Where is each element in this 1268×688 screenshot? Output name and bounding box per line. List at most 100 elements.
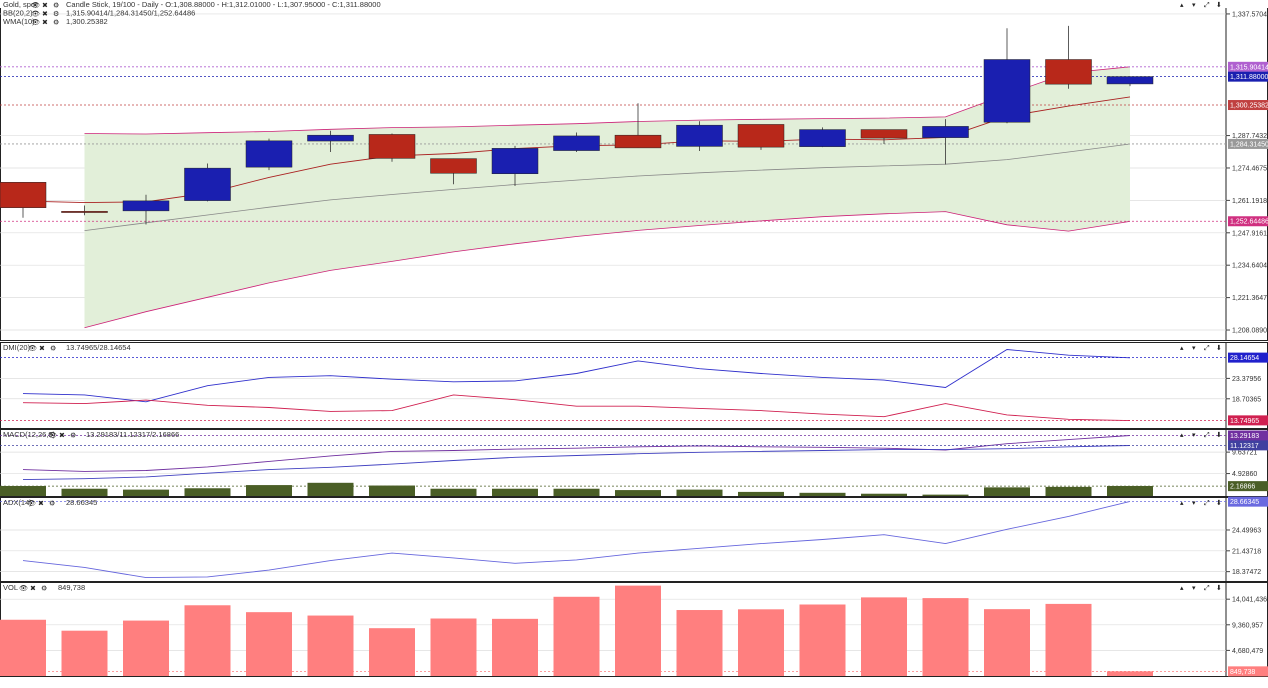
macd-histogram-bar xyxy=(184,488,231,496)
gear-icon[interactable]: ⚙ xyxy=(53,19,59,27)
close-icon[interactable]: ✖ xyxy=(38,500,44,508)
chart-labels: Gold, spot👁 ✖ ⚙ Candle Stick, 19/100 - Dail… xyxy=(3,0,1222,593)
wma-label: WMA(10) xyxy=(3,17,35,26)
macd-histogram-bar xyxy=(615,490,661,496)
macd-line xyxy=(22,435,1131,472)
header-bar xyxy=(0,0,1268,8)
collapse-down-icon[interactable]: ▾ xyxy=(1192,431,1196,439)
macd-histogram-bar xyxy=(307,482,354,496)
price-info: Candle Stick, 19/100 - Daily - O:1,308.8… xyxy=(66,0,381,9)
volume-bar xyxy=(861,597,907,676)
eye-icon[interactable]: 👁 xyxy=(28,345,37,353)
volume-bar xyxy=(799,604,846,676)
collapse-down-icon[interactable]: ▾ xyxy=(1192,499,1196,507)
macd-value-tag xyxy=(1228,440,1268,451)
pane-frame-3 xyxy=(0,497,1268,582)
gear-icon[interactable]: ⚙ xyxy=(53,2,59,10)
candle-bear xyxy=(0,182,47,208)
candle-bull xyxy=(1106,76,1154,85)
expand-icon[interactable]: ⤢ xyxy=(1204,584,1210,592)
macd-value-tag-label: 11.12317 xyxy=(1230,443,1259,450)
bb-middle-line xyxy=(84,143,1131,231)
wma-value: 1,300.25382 xyxy=(66,17,108,26)
volume-tick-label: 4,680,479 xyxy=(1232,648,1263,655)
dmi-plus-line xyxy=(22,349,1131,403)
macd-histogram-bar xyxy=(369,485,415,496)
candle-bull xyxy=(983,59,1031,123)
gear-icon[interactable]: ⚙ xyxy=(50,345,56,353)
expand-icon[interactable]: ⤢ xyxy=(1204,499,1210,507)
price-tick-label: 1,337.57040 xyxy=(1232,11,1268,18)
expand-icon[interactable]: ⤢ xyxy=(1204,1,1210,9)
adx-value-tag-label: 28.66345 xyxy=(1230,499,1259,506)
collapse-up-icon[interactable]: ▴ xyxy=(1180,1,1184,9)
adx-tick-label: 24.49963 xyxy=(1232,527,1261,534)
macd-histogram-bar xyxy=(123,489,169,496)
collapse-down-icon[interactable]: ▾ xyxy=(1192,1,1196,9)
close-icon[interactable]: ✖ xyxy=(42,10,48,18)
volume-bar xyxy=(738,609,784,676)
close-icon[interactable]: ✖ xyxy=(59,432,65,440)
close-icon[interactable]: ✖ xyxy=(39,345,45,353)
collapse-down-icon[interactable]: ▾ xyxy=(1192,584,1196,592)
price-value-tag-label: 1,311.88000 xyxy=(1230,74,1268,81)
volume-bar xyxy=(369,628,415,676)
macd-histogram-bar xyxy=(553,488,600,496)
eye-icon[interactable]: 👁 xyxy=(31,19,40,27)
eye-icon[interactable]: 👁 xyxy=(19,585,28,593)
close-icon[interactable]: ✖ xyxy=(42,2,48,10)
bb-label: BB(20,2) xyxy=(3,9,33,18)
price-tick-label: 1,274.46750 xyxy=(1232,165,1268,172)
candle-bull xyxy=(122,200,170,212)
eye-icon[interactable]: 👁 xyxy=(27,500,36,508)
eye-icon[interactable]: 👁 xyxy=(31,2,40,10)
gear-icon[interactable]: ⚙ xyxy=(70,432,76,440)
dmi-value-tag xyxy=(1228,415,1268,426)
volume-bar xyxy=(553,596,600,676)
collapse-up-icon[interactable]: ▴ xyxy=(1180,431,1184,439)
expand-icon[interactable]: ⤢ xyxy=(1204,431,1210,439)
dmi-value-tag-label: 13.74965 xyxy=(1230,418,1259,425)
volume-bar xyxy=(984,609,1030,676)
macd-values: 13.29183/11.12317/2.16866 xyxy=(86,430,179,439)
candle-bull xyxy=(491,148,539,175)
close-icon[interactable]: ✖ xyxy=(42,19,48,27)
gear-icon[interactable]: ⚙ xyxy=(49,500,55,508)
gear-icon[interactable]: ⚙ xyxy=(53,10,59,18)
collapse-up-icon[interactable]: ▴ xyxy=(1180,344,1184,352)
candle-bear xyxy=(860,129,908,139)
collapse-up-icon[interactable]: ▴ xyxy=(1180,584,1184,592)
eye-icon[interactable]: 👁 xyxy=(31,10,40,18)
settings-icon[interactable]: ⬇ xyxy=(1216,1,1222,9)
macd-histogram-bar xyxy=(430,488,477,496)
volume-bar xyxy=(307,615,354,676)
adx-value-tag xyxy=(1228,496,1268,507)
eye-icon[interactable]: 👁 xyxy=(48,432,57,440)
collapse-up-icon[interactable]: ▴ xyxy=(1180,499,1184,507)
settings-icon[interactable]: ⬇ xyxy=(1216,431,1222,439)
candle-bear xyxy=(61,211,108,213)
price-value-tag-label: 1,252.64486 xyxy=(1230,219,1268,226)
candle-bull xyxy=(799,129,846,147)
candle-bull xyxy=(307,134,354,142)
close-icon[interactable]: ✖ xyxy=(30,585,36,593)
volume-bar xyxy=(922,598,969,676)
collapse-down-icon[interactable]: ▾ xyxy=(1192,344,1196,352)
volume-bar xyxy=(123,620,169,676)
settings-icon[interactable]: ⬇ xyxy=(1216,584,1222,592)
gear-icon[interactable]: ⚙ xyxy=(41,585,47,593)
candle-bear xyxy=(737,124,785,148)
adx-tick-label: 18.37472 xyxy=(1232,569,1261,576)
settings-icon[interactable]: ⬇ xyxy=(1216,344,1222,352)
price-tick-label: 1,261.19188 xyxy=(1232,198,1268,205)
price-tick-label: 1,287.74329 xyxy=(1232,133,1268,140)
adx-value: 28.66345 xyxy=(66,498,97,507)
expand-icon[interactable]: ⤢ xyxy=(1204,344,1210,352)
bb-lower-line xyxy=(84,211,1131,329)
candle-bear xyxy=(368,134,416,159)
volume-bar xyxy=(1107,671,1153,676)
bb-upper-line xyxy=(84,66,1131,135)
settings-icon[interactable]: ⬇ xyxy=(1216,499,1222,507)
adx-tick-label: 21.43718 xyxy=(1232,548,1261,555)
macd-histogram-bar xyxy=(799,492,846,496)
